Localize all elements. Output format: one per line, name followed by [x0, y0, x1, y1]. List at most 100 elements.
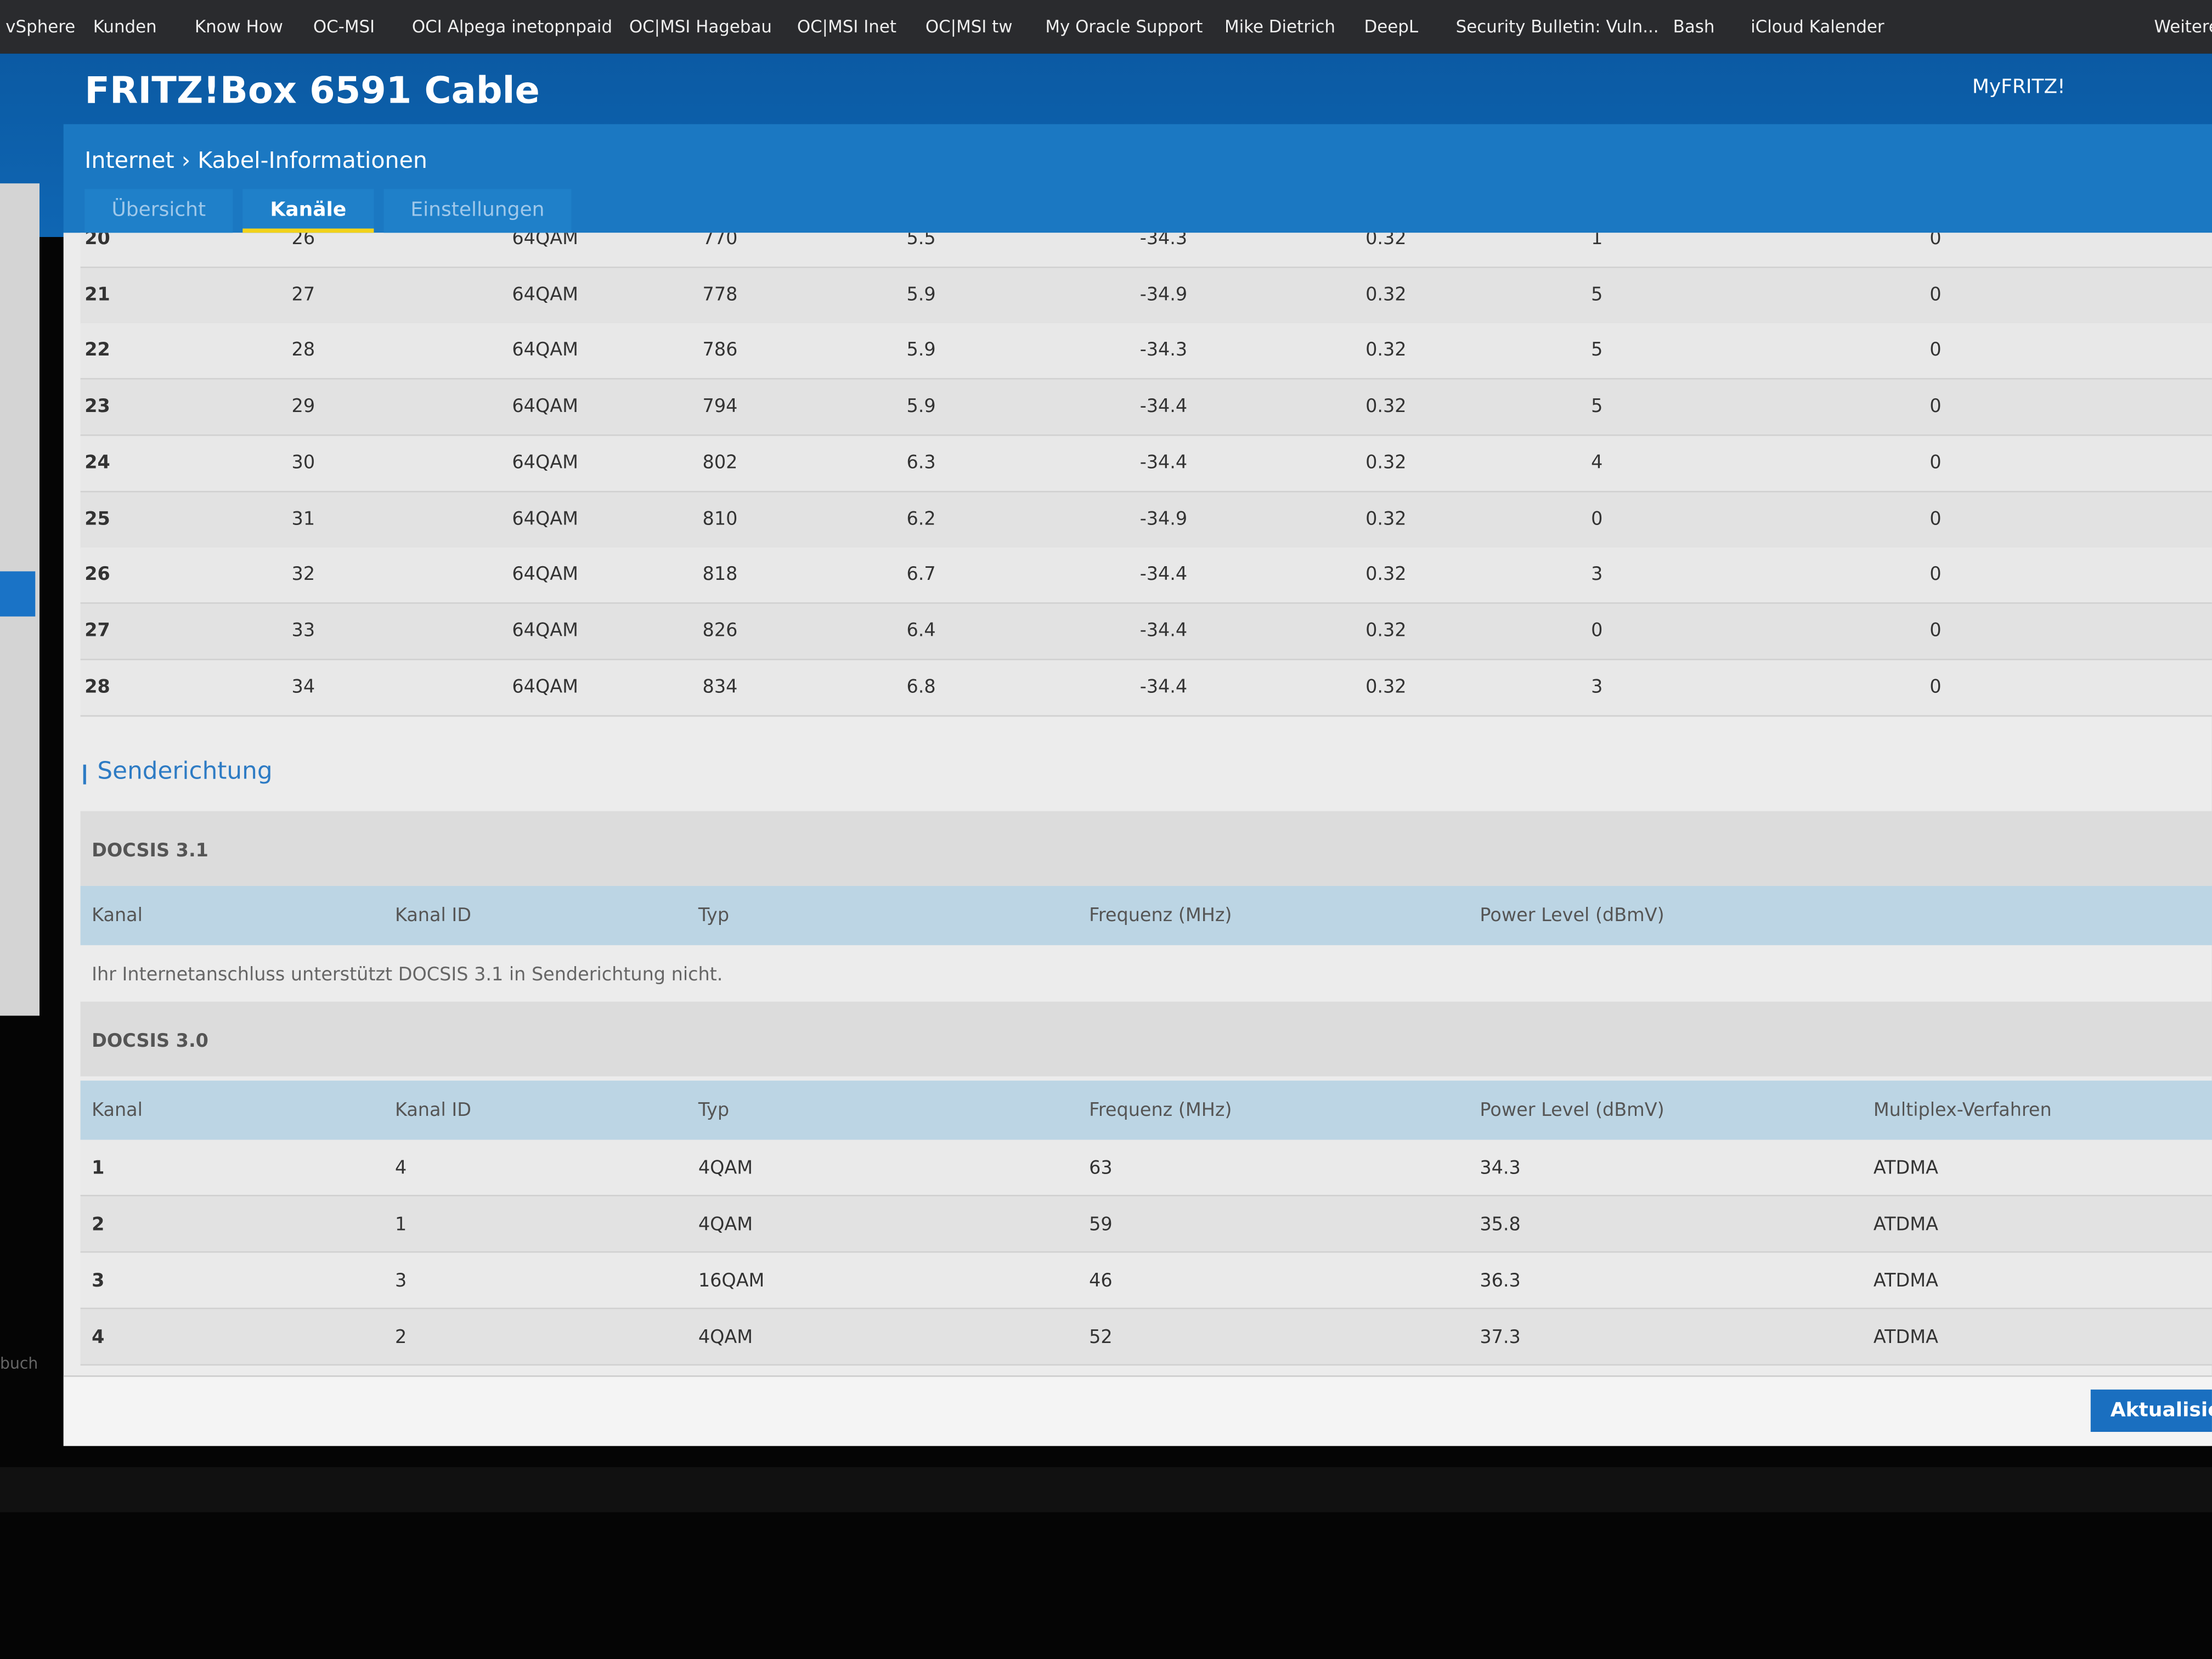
bookmark[interactable]: Weitere [2154, 16, 2212, 37]
table-cell: 0.32 [1365, 508, 1407, 530]
bookmark[interactable]: OC|MSI tw [925, 16, 1013, 37]
table-cell: 1 [1591, 233, 1603, 250]
table-cell: 28 [291, 340, 315, 362]
table-cell: 64QAM [512, 508, 578, 530]
table-cell: 0.32 [1365, 620, 1407, 642]
table-cell: 63 [1089, 1158, 1113, 1180]
table-cell: 33 [291, 620, 315, 642]
table-cell: 3 [394, 1271, 407, 1293]
table-cell: 0 [1929, 620, 1942, 642]
bookmark[interactable]: Know How [194, 16, 283, 37]
table-caption-band [80, 811, 2212, 886]
table-cell: 52 [1089, 1327, 1113, 1349]
bookmark[interactable]: Kunden [93, 16, 157, 37]
taskbar [0, 1467, 2212, 1513]
bookmark[interactable]: DeepL [1364, 16, 1419, 37]
table-cell: 29 [291, 396, 315, 418]
table-cell: 64QAM [512, 340, 578, 362]
table-cell: 64QAM [512, 284, 578, 306]
table-cell: ATDMA [1873, 1327, 1938, 1349]
table-cell: 64QAM [512, 620, 578, 642]
tab[interactable]: Einstellungen [383, 189, 572, 233]
table-cell: 0 [1929, 508, 1942, 530]
table-cell: 28 [84, 676, 110, 698]
table-cell: 5 [1591, 284, 1603, 306]
table-cell: 30 [291, 452, 315, 474]
bookmark[interactable]: OC|MSI Inet [797, 16, 896, 37]
table-cell: 59 [1089, 1214, 1113, 1236]
content: 20 26 64QAM 770 5.5 -34.3 0.32 1 0 21 27 64QAM 778 5.… [63, 233, 2212, 1446]
table-row [80, 267, 2212, 324]
table-cell: 16QAM [698, 1271, 765, 1293]
table-cell: 0.32 [1365, 396, 1407, 418]
bookmark[interactable]: Bash [1673, 16, 1715, 37]
table-cell: 5.9 [906, 284, 936, 306]
button-label: Aktualisiere [2110, 1399, 2212, 1422]
table-cell: 778 [702, 284, 738, 306]
table-cell: -34.4 [1139, 565, 1188, 586]
bookmark[interactable]: Security Bulletin: Vuln... [1455, 16, 1659, 37]
bookmark[interactable]: My Oracle Support [1045, 16, 1203, 37]
table-cell: 0.32 [1365, 284, 1407, 306]
bookmark[interactable]: iCloud Kalender [1751, 16, 1884, 37]
table-cell: 64QAM [512, 565, 578, 586]
table-cell: 0.32 [1365, 340, 1407, 362]
table-cell: -34.4 [1139, 676, 1188, 698]
table-cell: 32 [291, 565, 315, 586]
bookmark[interactable]: vSphere [5, 16, 76, 37]
bookmark[interactable]: OC-MSI [313, 16, 375, 37]
table-caption: DOCSIS 3.1 [92, 840, 208, 862]
table-cell: 810 [702, 508, 738, 530]
table-cell: 64QAM [512, 452, 578, 474]
tab-label: Einstellungen [410, 199, 545, 222]
app-title: FRITZ!Box 6591 Cable [84, 70, 540, 113]
sidebar-active [0, 571, 36, 617]
table-caption-band [80, 1001, 2212, 1076]
section-title[interactable]: Senderichtung [97, 757, 273, 786]
table-cell: 834 [702, 676, 738, 698]
table-cell: 4QAM [698, 1327, 753, 1349]
breadcrumb-item[interactable]: Internet [84, 146, 174, 174]
table-cell: 0 [1929, 396, 1942, 418]
column-header: Multiplex-Verfahren [1873, 1100, 2052, 1122]
section-arrow [83, 764, 86, 785]
bookmark[interactable]: OC|MSI Hagebau [629, 16, 772, 37]
bookmark[interactable]: Mike Dietrich [1224, 16, 1335, 37]
table-cell: 46 [1089, 1271, 1113, 1293]
column-header: Power Level (dBmV) [1480, 1100, 1664, 1122]
table-cell: 0 [1929, 340, 1942, 362]
table-cell: 802 [702, 452, 738, 474]
table-cell: 794 [702, 396, 738, 418]
table-row [80, 379, 2212, 436]
breadcrumb-item: Kabel-Informationen [198, 146, 428, 174]
tab[interactable]: Kanäle [242, 189, 374, 233]
bookmark-bar [0, 0, 2212, 54]
table-cell: 5 [1591, 340, 1603, 362]
table-cell: -34.9 [1139, 284, 1188, 306]
table-cell: 4 [394, 1158, 407, 1180]
table-cell: 2 [394, 1327, 407, 1349]
table-cell: ATDMA [1873, 1271, 1938, 1293]
refresh-button[interactable]: Aktualisiere [2090, 1389, 2212, 1432]
table-cell: 34.3 [1480, 1158, 1521, 1180]
tab[interactable]: Übersicht [84, 189, 233, 233]
table-cell: 64QAM [512, 396, 578, 418]
table-cell: 6.7 [906, 565, 936, 586]
table-cell: 20 [84, 233, 110, 250]
table-note: Ihr Internetanschluss unterstützt DOCSIS… [92, 964, 723, 986]
table-row [80, 1252, 2212, 1310]
column-header: Kanal ID [394, 1100, 472, 1122]
bookmark[interactable]: OCI Alpega inetopnpaid [411, 16, 613, 37]
table-cell: 64QAM [512, 676, 578, 698]
table-cell: -34.4 [1139, 452, 1188, 474]
table-cell: 0 [1929, 676, 1942, 698]
table-row [80, 233, 2212, 268]
table-cell: 1 [92, 1158, 105, 1180]
table-cell: 0 [1929, 565, 1942, 586]
table-cell: 5 [1591, 396, 1603, 418]
account-link[interactable]: MyFRITZ! [1972, 76, 2066, 99]
table-cell: 0.32 [1365, 233, 1407, 250]
table-cell: 0 [1929, 284, 1942, 306]
table-cell: -34.4 [1139, 620, 1188, 642]
table-cell: 6.3 [906, 452, 936, 474]
